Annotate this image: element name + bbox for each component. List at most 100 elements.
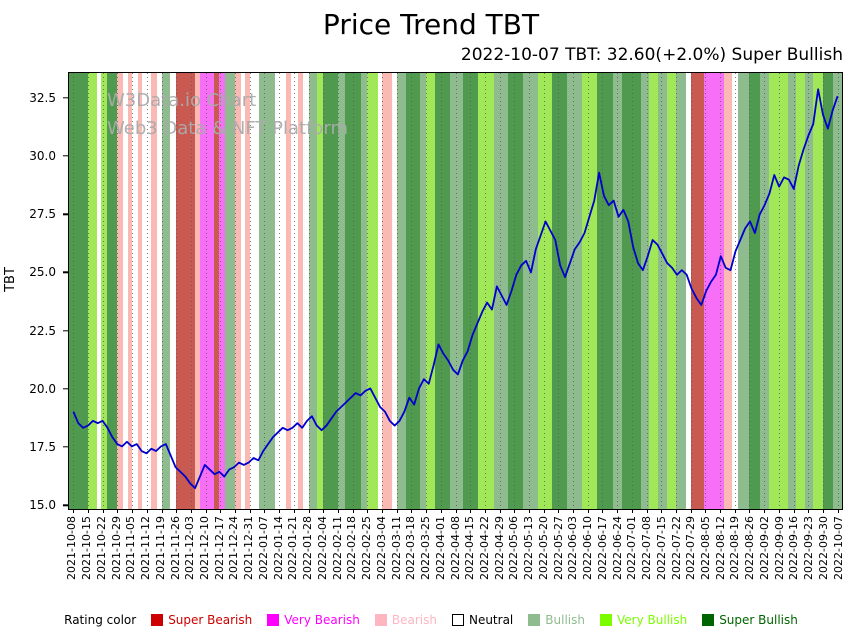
legend-item-very_bullish: Very Bullish [599, 613, 688, 627]
y-tick-mark [63, 388, 68, 390]
x-tick-label: 2022-03-04 [374, 516, 388, 580]
x-tick-label: 2022-06-10 [581, 516, 595, 580]
price-line-svg [69, 73, 842, 509]
x-tick-label: 2022-06-03 [566, 516, 580, 580]
x-tick-label: 2022-06-24 [610, 516, 624, 580]
x-tick-label: 2022-07-29 [684, 516, 698, 580]
x-tick-label: 2022-04-01 [433, 516, 447, 580]
x-tick-label: 2022-10-07 [831, 516, 845, 580]
y-tick-mark [63, 96, 68, 99]
x-tick-label: 2022-03-18 [404, 516, 418, 580]
x-tick-label: 2022-08-12 [713, 516, 727, 580]
legend-item-super_bullish: Super Bullish [702, 613, 798, 627]
x-tick-label: 2022-01-21 [286, 516, 300, 580]
chart-subtitle: 2022-10-07 TBT: 32.60(+2.0%) Super Bulli… [460, 45, 843, 65]
y-tick-mark [63, 155, 68, 157]
y-tick-label: 25.0 [29, 265, 56, 280]
x-tick-label: 2022-07-08 [640, 516, 654, 580]
legend-swatch-bullish [528, 614, 541, 626]
y-tick-label: 20.0 [29, 381, 56, 396]
x-tick-label: 2021-12-03 [183, 516, 197, 580]
y-tick-label: 17.5 [29, 440, 56, 455]
legend-label-very_bullish: Very Bullish [616, 613, 688, 627]
x-tick-label: 2022-07-15 [654, 516, 668, 580]
x-tick-label: 2022-01-14 [271, 516, 285, 580]
x-tick-label: 2022-06-17 [595, 516, 609, 580]
x-tick-label: 2022-05-13 [522, 516, 536, 580]
y-tick-label: 22.5 [29, 323, 56, 338]
x-tick-label: 2022-02-25 [360, 516, 374, 580]
x-tick-label: 2022-01-28 [301, 516, 315, 580]
x-tick-label: 2022-09-16 [787, 516, 801, 580]
y-axis: 15.0 17.5 20.0 22.5 25.0 27.5 30.0 32.5 [0, 72, 68, 513]
legend-label-bullish: Bullish [545, 613, 585, 627]
x-tick-label: 2022-09-09 [772, 516, 786, 580]
watermark-line2: Web3 Data & NFT Platform [107, 117, 349, 139]
legend-label-very_bearish: Very Bearish [284, 613, 360, 627]
x-tick-label: 2021-10-08 [65, 516, 79, 580]
legend-item-bearish: Bearish [374, 613, 437, 627]
x-tick-label: 2021-10-15 [80, 516, 94, 580]
y-tick-label: 32.5 [29, 90, 56, 105]
y-tick-label: 27.5 [29, 207, 56, 222]
x-tick-label: 2021-11-26 [168, 516, 182, 580]
x-tick-label: 2022-04-29 [492, 516, 506, 580]
x-tick-label: 2022-08-19 [728, 516, 742, 580]
legend-label-super_bearish: Super Bearish [168, 613, 253, 627]
x-tick-label: 2021-11-05 [124, 516, 138, 580]
y-tick-mark [63, 329, 68, 332]
x-tick-label: 2022-08-05 [698, 516, 712, 580]
x-tick-label: 2022-02-18 [345, 516, 359, 580]
chart-title: Price Trend TBT [322, 8, 540, 41]
x-tick-label: 2021-12-17 [212, 516, 226, 580]
watermark-line1: W3Data.io Chart [107, 90, 257, 111]
legend-item-super_bearish: Super Bearish [151, 613, 252, 627]
x-tick-label: 2021-11-12 [139, 516, 153, 580]
y-axis-label: TBT [2, 267, 18, 292]
legend-swatch-super_bearish [151, 614, 164, 626]
y-tick-mark [63, 446, 68, 448]
y-tick-mark [63, 213, 68, 215]
legend-title: Rating color [64, 613, 137, 627]
x-tick-label: 2021-10-22 [94, 516, 108, 580]
x-tick-label: 2022-05-06 [507, 516, 521, 580]
x-tick-label: 2022-05-20 [536, 516, 550, 580]
y-tick-mark [63, 271, 68, 274]
x-tick-label: 2022-01-07 [256, 516, 270, 580]
x-tick-label: 2021-12-31 [242, 516, 256, 580]
legend-label-bearish: Bearish [391, 613, 437, 627]
watermark: W3Data.io Chart Web3 Data & NFT Platform [107, 87, 348, 143]
x-tick-label: 2022-03-25 [419, 516, 433, 580]
legend-swatch-super_bullish [702, 614, 715, 626]
x-tick-label: 2022-02-04 [315, 516, 329, 580]
x-tick-label: 2021-12-10 [198, 516, 212, 580]
legend-swatch-neutral [451, 614, 464, 626]
x-tick-label: 2022-08-26 [743, 516, 757, 580]
x-tick-label: 2022-02-11 [330, 516, 344, 580]
price-line [73, 89, 837, 488]
x-tick-label: 2022-07-22 [669, 516, 683, 580]
x-tick-label: 2021-10-29 [109, 516, 123, 580]
x-tick-label: 2022-04-22 [477, 516, 491, 580]
x-tick-label: 2021-12-24 [227, 516, 241, 580]
x-tick-label: 2022-04-08 [448, 516, 462, 580]
y-tick-label: 30.0 [29, 148, 56, 163]
legend: Rating color Super Bearish Very Bearish Be… [0, 613, 862, 627]
x-tick-label: 2022-09-02 [757, 516, 771, 580]
x-axis: 2021-10-08 2021-10-15 2021-10-22 2021-10-29… [65, 511, 845, 611]
plot-area: W3Data.io Chart Web3 Data & NFT Platform [68, 72, 843, 513]
legend-label-neutral: Neutral [468, 613, 514, 627]
x-tick-label: 2022-09-30 [816, 516, 830, 580]
legend-swatch-very_bearish [267, 614, 280, 626]
x-tick-label: 2022-05-27 [551, 516, 565, 580]
legend-swatch-very_bullish [599, 614, 612, 626]
legend-item-bullish: Bullish [528, 613, 585, 627]
legend-item-very_bearish: Very Bearish [267, 613, 360, 627]
legend-label-super_bullish: Super Bullish [719, 613, 798, 627]
x-tick-label: 2022-03-11 [389, 516, 403, 580]
legend-swatch-bearish [374, 614, 387, 626]
y-tick-mark [63, 504, 68, 507]
y-tick-label: 15.0 [29, 498, 56, 513]
x-tick-label: 2022-09-23 [802, 516, 816, 580]
